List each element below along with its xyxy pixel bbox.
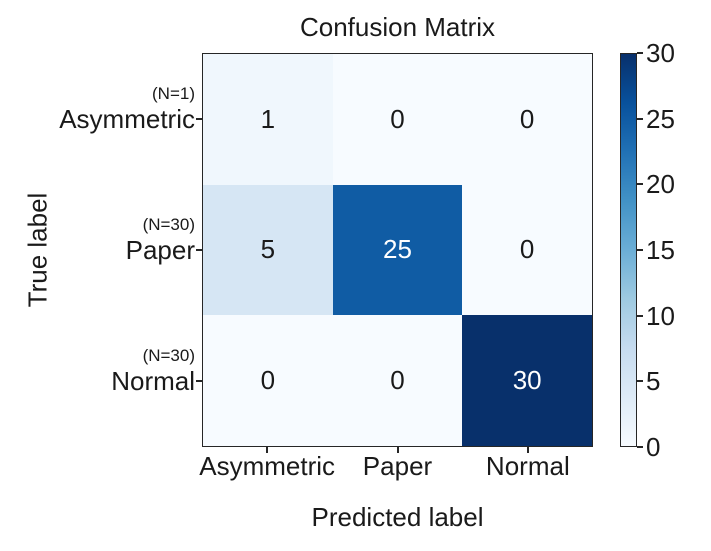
- y-tick-label: (N=1) Asymmetric: [59, 84, 195, 134]
- matrix-cell: 0: [332, 315, 463, 446]
- matrix-cell: 1: [203, 54, 333, 185]
- matrix-cell: 0: [203, 315, 333, 446]
- colorbar-tick-mark: [637, 446, 643, 448]
- colorbar-tick-label: 30: [646, 38, 675, 68]
- y-axis-label: True label: [22, 192, 53, 308]
- colorbar-tick-mark: [637, 117, 643, 120]
- matrix-cell: 25: [332, 184, 463, 316]
- colorbar-tick-label: 0: [646, 432, 661, 462]
- y-tick-n-count: (N=1): [152, 83, 195, 103]
- heatmap-grid: 1 0 0 5 25 0 0 0 30: [202, 53, 593, 447]
- matrix-cell: 0: [462, 184, 592, 316]
- y-tick-mark: [196, 117, 202, 120]
- y-tick-n-count: (N=30): [142, 346, 195, 366]
- matrix-cell: 0: [462, 54, 592, 185]
- colorbar-tick-label: 25: [646, 103, 675, 134]
- y-tick-name: Normal: [111, 366, 195, 397]
- x-tick-mark: [396, 447, 399, 453]
- x-tick-label: Asymmetric: [199, 451, 336, 481]
- x-axis-label: Predicted label: [311, 502, 484, 532]
- chart-title: Confusion Matrix: [299, 12, 496, 42]
- x-tick-label: Paper: [362, 451, 433, 481]
- colorbar-tick-mark: [637, 52, 643, 54]
- y-tick-name: Paper: [125, 235, 195, 265]
- colorbar-tick-mark: [637, 380, 643, 383]
- matrix-cell: 5: [203, 184, 333, 316]
- colorbar-tick-label: 5: [646, 366, 661, 397]
- matrix-cell: 0: [332, 54, 463, 185]
- y-tick-n-count: (N=30): [142, 215, 195, 234]
- colorbar-tick-mark: [637, 249, 643, 251]
- colorbar-tick-label: 15: [646, 235, 675, 265]
- colorbar: [620, 53, 637, 447]
- x-tick-mark: [266, 447, 269, 453]
- colorbar-tick-label: 10: [646, 300, 675, 331]
- x-tick-mark: [526, 447, 529, 453]
- y-tick-mark: [196, 380, 202, 383]
- colorbar-tick-label: 20: [646, 169, 675, 200]
- y-tick-mark: [196, 249, 202, 251]
- y-tick-label: (N=30) Paper: [126, 215, 195, 265]
- colorbar-tick-mark: [637, 183, 643, 186]
- y-tick-label: (N=30) Normal: [111, 346, 195, 396]
- matrix-cell: 30: [462, 315, 592, 446]
- y-tick-name: Asymmetric: [59, 103, 195, 134]
- colorbar-tick-mark: [637, 314, 643, 317]
- x-tick-label: Normal: [485, 451, 570, 481]
